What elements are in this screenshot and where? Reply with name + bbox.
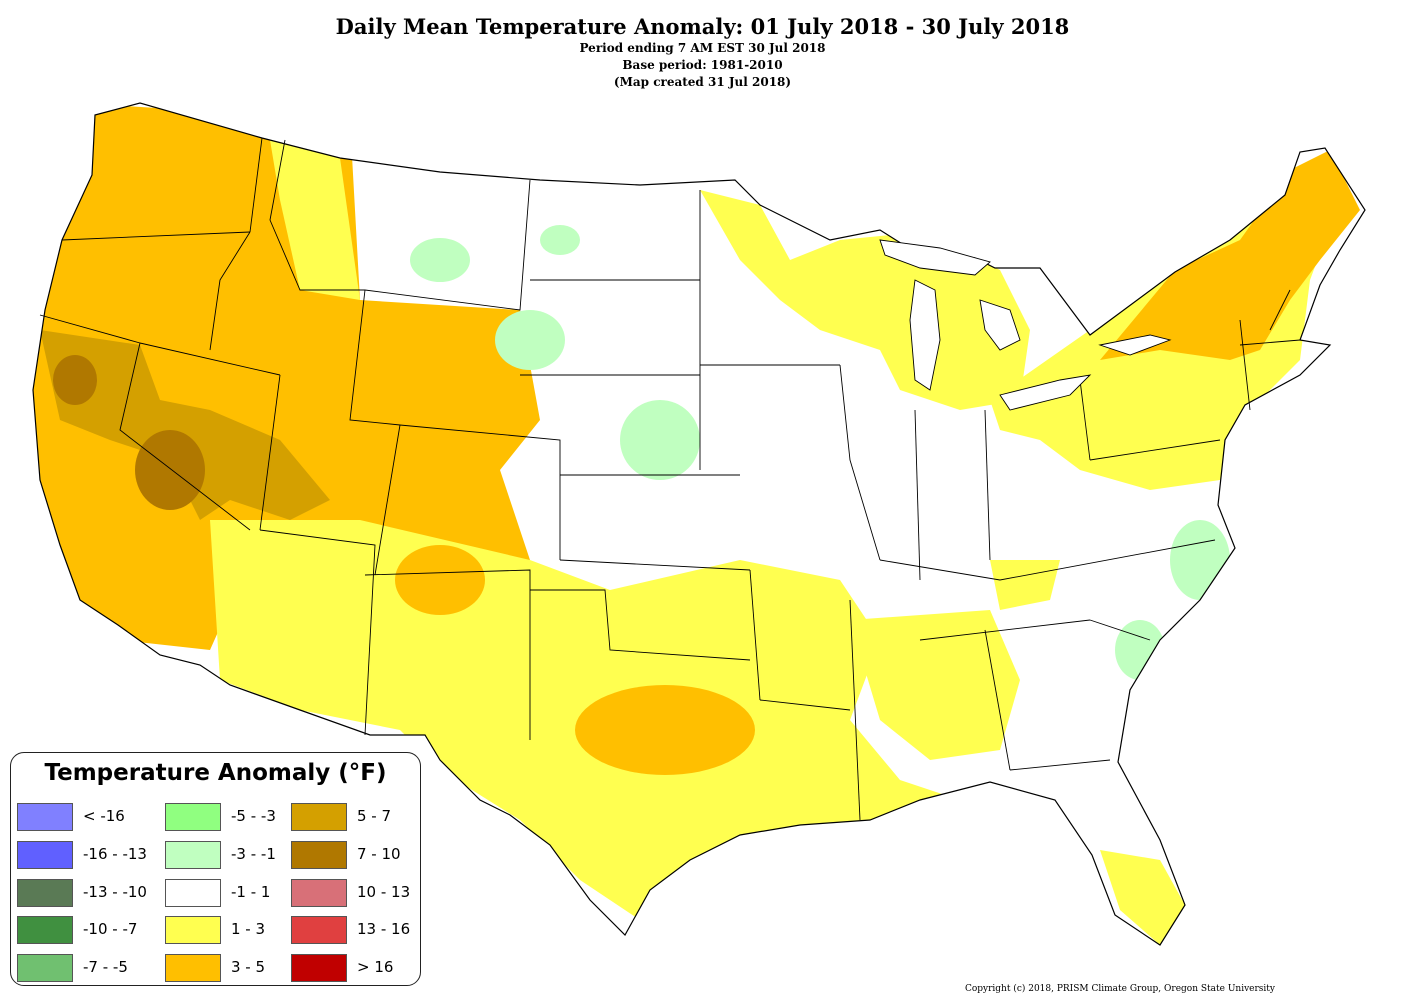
legend-label: -16 - -13 (83, 845, 147, 863)
legend-label: 5 - 7 (357, 807, 392, 825)
legend-label: -1 - 1 (231, 883, 271, 901)
legend-label: 13 - 16 (357, 920, 411, 938)
map-title: Daily Mean Temperature Anomaly: 01 July … (335, 14, 1070, 39)
legend-swatch (165, 916, 221, 944)
legend-label: 3 - 5 (231, 958, 266, 976)
state-boundaries (39, 137, 1301, 821)
legend-swatch (17, 841, 73, 869)
legend-label: 1 - 3 (231, 920, 266, 938)
legend-label: > 16 (357, 958, 394, 976)
map-created-line: (Map created 31 Jul 2018) (613, 75, 792, 89)
legend-swatch (165, 841, 221, 869)
legend-swatch (291, 954, 347, 982)
legend-swatch (291, 879, 347, 907)
legend-label: -13 - -10 (83, 883, 147, 901)
legend-swatch (165, 954, 221, 982)
legend-swatch (165, 879, 221, 907)
legend-swatch (165, 803, 221, 831)
legend-label: -7 - -5 (83, 958, 128, 976)
legend-swatch (291, 916, 347, 944)
copyright-text: Copyright (c) 2018, PRISM Climate Group,… (964, 984, 1275, 994)
legend-label: -3 - -1 (231, 845, 276, 863)
legend-label: -10 - -7 (83, 920, 138, 938)
legend-swatch (17, 879, 73, 907)
legend-label: 7 - 10 (357, 845, 401, 863)
legend-label: -5 - -3 (231, 807, 276, 825)
legend-swatch (17, 954, 73, 982)
legend-title: Temperature Anomaly (°F) (44, 760, 387, 786)
great-lakes (879, 239, 1172, 411)
legend-swatch (291, 803, 347, 831)
legend-label: 10 - 13 (357, 883, 411, 901)
base-period-line: Base period: 1981-2010 (622, 58, 783, 72)
legend-swatch (17, 803, 73, 831)
period-line: Period ending 7 AM EST 30 Jul 2018 (579, 41, 826, 55)
legend-swatch (291, 841, 347, 869)
legend: Temperature Anomaly (°F) < -16 -16 - -13… (10, 752, 421, 986)
legend-swatch (17, 916, 73, 944)
legend-label: < -16 (83, 807, 125, 825)
